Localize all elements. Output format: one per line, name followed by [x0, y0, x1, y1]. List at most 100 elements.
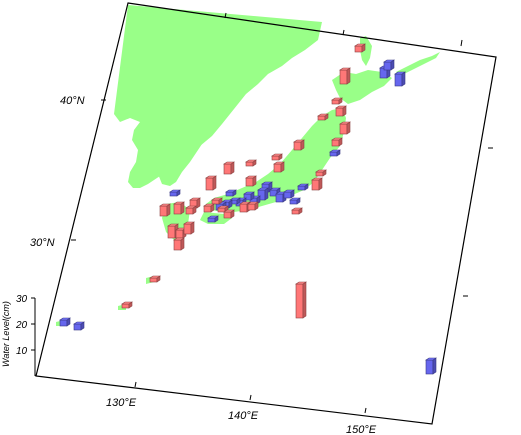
bar-top-face [167, 223, 179, 227]
kuril-islands [396, 52, 440, 76]
bar-side-face [401, 71, 406, 87]
bar-front-face [173, 239, 182, 251]
positive-level-bar [203, 203, 215, 213]
bar-top-face [243, 191, 255, 195]
lat-label-30: 30°N [30, 237, 55, 249]
positive-level-bar [331, 97, 343, 105]
bar-front-face [245, 177, 254, 187]
lon-label-140: 140°E [228, 410, 259, 422]
honshu-landmass [206, 108, 346, 212]
bar-top-face [293, 139, 305, 143]
bar-top-face [221, 199, 233, 203]
bar-front-face [245, 161, 254, 167]
bar-top-face [207, 215, 219, 219]
bar-top-face [257, 187, 269, 191]
positive-level-bar [339, 67, 351, 85]
bar-front-face [394, 73, 403, 87]
lon-label-150: 150°E [346, 424, 377, 435]
bar-front-face [289, 199, 298, 205]
bar-front-face [275, 193, 284, 203]
bar-top-face [239, 201, 251, 205]
bar-front-face [175, 229, 184, 239]
scale-tick-20: 20 [15, 320, 28, 331]
bar-top-face [311, 177, 323, 181]
bar-top-face [331, 137, 343, 141]
bar-front-face [271, 155, 280, 161]
bar-top-face [394, 71, 406, 75]
bar-front-face [335, 107, 344, 117]
bar-front-face [354, 45, 363, 53]
positive-level-bar [293, 139, 305, 151]
negative-level-bar [425, 357, 437, 375]
land-layer [56, 5, 440, 326]
negative-level-bar [297, 183, 309, 191]
negative-level-bar [207, 215, 219, 223]
bar-front-face [247, 203, 256, 211]
bar-top-face [339, 67, 351, 71]
bar-top-face [317, 113, 329, 117]
bar-front-face [121, 303, 130, 309]
negative-level-bar [289, 197, 301, 205]
bar-front-face [225, 191, 234, 197]
bar-top-face [223, 209, 235, 213]
bar-front-face [283, 191, 292, 199]
positive-level-bar [245, 159, 257, 167]
bar-top-face [354, 43, 366, 47]
positive-level-bar [223, 161, 235, 175]
bar-top-face [229, 197, 241, 201]
bar-front-face [339, 123, 348, 135]
bar-top-face [247, 201, 259, 205]
bar-top-face [335, 105, 347, 109]
bar-top-face [205, 175, 217, 179]
negative-level-bar [243, 191, 255, 201]
bar-top-face [383, 59, 395, 63]
bar-top-face [339, 121, 351, 125]
bar-front-face [149, 277, 158, 283]
positive-level-bar [211, 197, 223, 205]
bar-front-face [297, 185, 306, 191]
bar-front-face [167, 225, 176, 239]
bar-top-face [149, 275, 161, 279]
negative-level-bar [329, 149, 341, 157]
bar-front-face [331, 139, 340, 147]
bar-front-face [203, 205, 212, 213]
bar-top-face [223, 161, 235, 165]
bar-front-face [211, 199, 220, 205]
bar-front-face [239, 203, 248, 213]
map-frame [35, 2, 497, 425]
bar-top-face [225, 189, 237, 193]
bar-front-face [329, 151, 338, 157]
bar-front-face [207, 217, 216, 223]
bar-top-face [283, 189, 295, 193]
bar-front-face [339, 69, 348, 85]
positive-level-bar [295, 281, 307, 319]
bar-top-face [159, 203, 171, 207]
bar-top-face [245, 175, 257, 179]
bar-top-face [315, 169, 327, 173]
scale-tick-30: 30 [16, 294, 28, 305]
positive-level-bar [339, 121, 351, 135]
positive-level-bar [205, 175, 217, 191]
positive-level-bar [149, 275, 161, 283]
bar-front-face [317, 115, 326, 121]
negative-level-bar [394, 71, 406, 87]
frame-ticks [71, 12, 493, 414]
negative-level-bar [225, 189, 237, 197]
korea-landmass [156, 106, 212, 186]
positive-level-bar [291, 207, 303, 215]
bar-side-face [432, 357, 437, 375]
bar-top-face [269, 187, 281, 191]
bar-top-face [329, 149, 341, 153]
positive-level-bar [223, 209, 235, 219]
bar-top-face [189, 197, 201, 201]
positive-level-bar [173, 201, 185, 215]
sakhalin-landmass [360, 36, 372, 66]
negative-level-bar [59, 317, 71, 327]
negative-level-bar [283, 189, 295, 199]
lat-label-40: 40°N [60, 95, 85, 107]
scale-tick-10: 10 [16, 346, 28, 357]
positive-level-bar [245, 175, 257, 187]
bar-top-face [121, 301, 133, 305]
bar-front-face [223, 163, 232, 175]
